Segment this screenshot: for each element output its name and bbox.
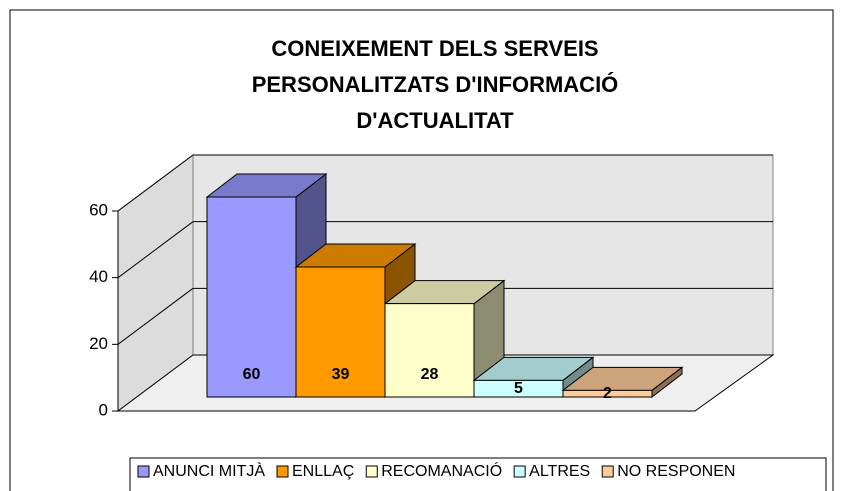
bar — [561, 366, 684, 399]
y-tick-label: 0 — [99, 400, 108, 419]
grid-line — [117, 287, 194, 345]
chart-title: D'ACTUALITAT — [356, 108, 514, 133]
legend-swatch — [276, 465, 289, 478]
data-label: 39 — [332, 366, 350, 383]
chart-title: PERSONALITZATS D'INFORMACIÓ — [252, 72, 619, 97]
legend-swatch — [513, 465, 526, 478]
bar-front — [562, 389, 653, 398]
legend-swatch — [137, 465, 150, 478]
y-tick-label: 60 — [89, 200, 108, 219]
data-label: 2 — [603, 385, 612, 402]
legend-label: NO RESPONEN — [617, 463, 735, 480]
y-tick-label: 40 — [89, 267, 108, 286]
legend-label: RECOMANACIÓ — [381, 461, 502, 480]
legend-swatch — [365, 465, 378, 478]
grid-line — [117, 154, 194, 212]
y-tick-label: 20 — [89, 334, 108, 353]
legend-label: ALTRES — [529, 463, 590, 480]
grid-line — [117, 221, 194, 279]
legend-swatch — [601, 465, 614, 478]
legend-label: ENLLAÇ — [292, 463, 354, 480]
data-label: 28 — [421, 366, 439, 383]
legend — [129, 457, 827, 491]
legend-label: ANUNCI MITJÀ — [153, 461, 265, 480]
chart-title: CONEIXEMENT DELS SERVEIS — [271, 36, 598, 61]
data-label: 60 — [243, 366, 261, 383]
data-label: 5 — [514, 380, 523, 397]
